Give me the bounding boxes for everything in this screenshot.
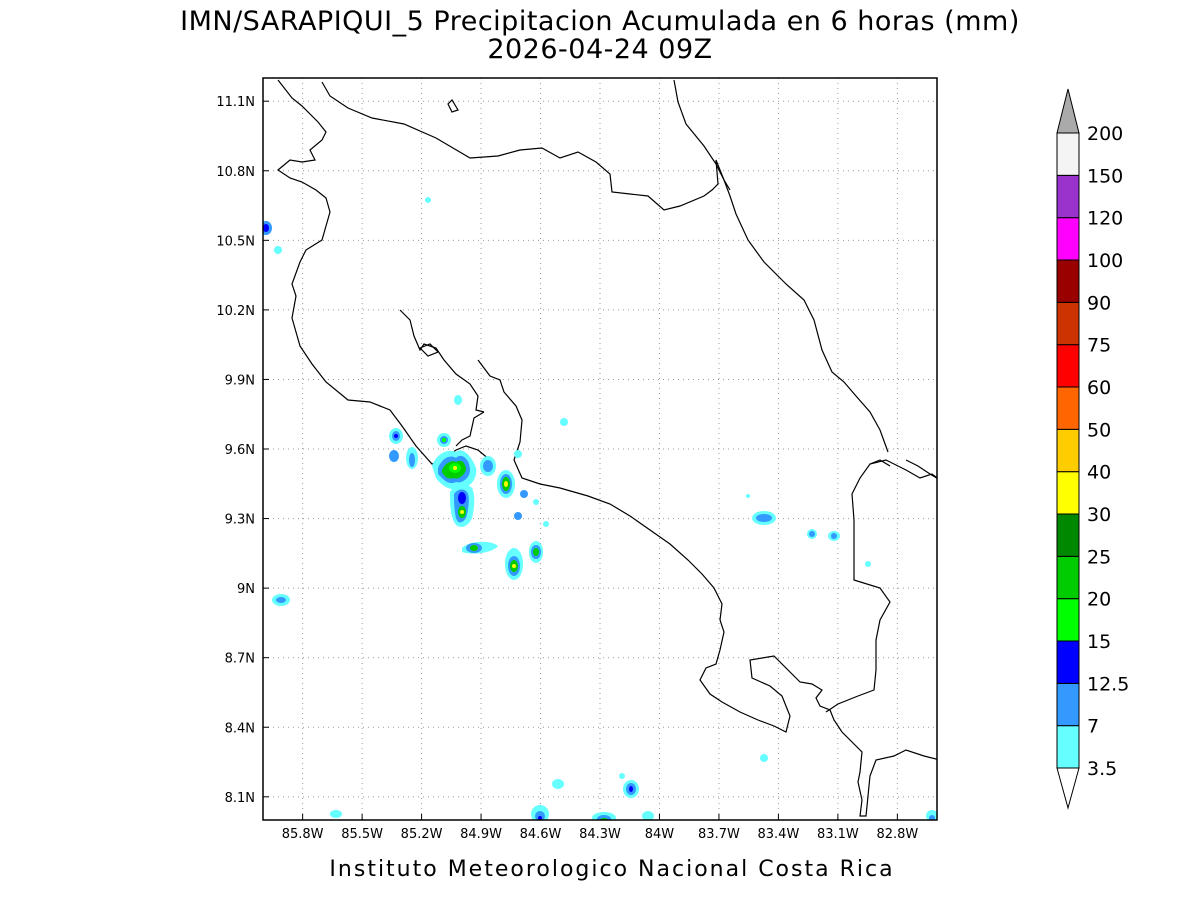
lat-tick-label: 8.7N	[225, 652, 255, 667]
lon-tick-label: 85.8W	[282, 827, 324, 842]
precipitation-cells	[260, 197, 938, 824]
colorbar-label: 150	[1087, 165, 1123, 187]
colorbar-label: 20	[1087, 589, 1111, 611]
lat-tick-label: 8.1N	[225, 791, 255, 806]
colorbar-swatch	[1057, 599, 1079, 641]
credit-institution: Instituto Meteorologico Nacional Costa R…	[329, 857, 894, 882]
lon-tick-label: 83.4W	[758, 827, 800, 842]
coastline-borders	[278, 80, 940, 816]
lon-tick-label: 82.8W	[876, 827, 918, 842]
colorbar-swatch	[1057, 175, 1079, 217]
colorbar-label: 200	[1087, 123, 1123, 145]
colorbar-label: 3.5	[1087, 758, 1117, 780]
colorbar-lower-triangle	[1057, 768, 1079, 808]
map-content	[260, 80, 940, 824]
colorbar-label: 100	[1087, 250, 1123, 272]
lat-tick-label: 9N	[237, 582, 255, 597]
lon-tick-label: 85.2W	[401, 827, 443, 842]
lat-tick-label: 10.5N	[216, 234, 255, 249]
map-gridlines	[263, 78, 937, 820]
lat-tick-label: 11.1N	[216, 95, 255, 110]
colorbar-swatch	[1057, 556, 1079, 598]
lat-tick-label: 9.6N	[225, 443, 255, 458]
lon-tick-label: 84.9W	[460, 827, 502, 842]
lon-tick-label: 85.5W	[341, 827, 383, 842]
colorbar-swatch	[1057, 726, 1079, 768]
lon-tick-label: 84W	[645, 827, 675, 842]
colorbar-label: 50	[1087, 419, 1111, 441]
lat-tick-label: 10.8N	[216, 165, 255, 180]
colorbar-label: 25	[1087, 546, 1111, 568]
colorbar-label: 75	[1087, 335, 1111, 357]
colorbar-swatch	[1057, 302, 1079, 344]
lat-tick-label: 8.4N	[225, 721, 255, 736]
map-subtitle-date: 2026-04-24 09Z	[487, 34, 712, 65]
latitude-tick-labels: 11.1N 10.8N 10.5N 10.2N 9.9N 9.6N 9.3N 9N 8.7N 8.…	[216, 95, 255, 806]
lon-tick-label: 83.7W	[698, 827, 740, 842]
lat-tick-label: 10.2N	[216, 304, 255, 319]
colorbar-swatch	[1057, 429, 1079, 471]
colorbar-label: 120	[1087, 208, 1123, 230]
lon-tick-label: 84.3W	[579, 827, 621, 842]
colorbar-label: 15	[1087, 631, 1111, 653]
lat-tick-label: 9.9N	[225, 373, 255, 388]
lon-tick-label: 84.6W	[520, 827, 562, 842]
longitude-tick-labels: 85.8W 85.5W 85.2W 84.9W 84.6W 84.3W 84W 83.7W 83…	[282, 827, 919, 842]
colorbar-label: 30	[1087, 504, 1111, 526]
colorbar-swatch	[1057, 472, 1079, 514]
colorbar-swatch	[1057, 514, 1079, 556]
colorbar-label: 7	[1087, 716, 1099, 738]
colorbar-swatch	[1057, 683, 1079, 725]
map-title: IMN/SARAPIQUI_5 Precipitacion Acumulada …	[180, 6, 1020, 37]
colorbar-swatch	[1057, 260, 1079, 302]
colorbar: 3.5 7 12.5 15 20 25 30 40 50 60 75 90 100 120 150 200	[1057, 89, 1129, 808]
colorbar-swatch	[1057, 641, 1079, 683]
colorbar-label: 12.5	[1087, 673, 1129, 695]
lat-tick-label: 9.3N	[225, 513, 255, 528]
colorbar-swatch	[1057, 218, 1079, 260]
colorbar-swatch	[1057, 387, 1079, 429]
colorbar-label: 90	[1087, 292, 1111, 314]
colorbar-upper-triangle	[1057, 89, 1079, 133]
colorbar-label: 40	[1087, 462, 1111, 484]
colorbar-swatch	[1057, 133, 1079, 175]
lon-tick-label: 83.1W	[817, 827, 859, 842]
colorbar-swatch	[1057, 345, 1079, 387]
colorbar-label: 60	[1087, 377, 1111, 399]
